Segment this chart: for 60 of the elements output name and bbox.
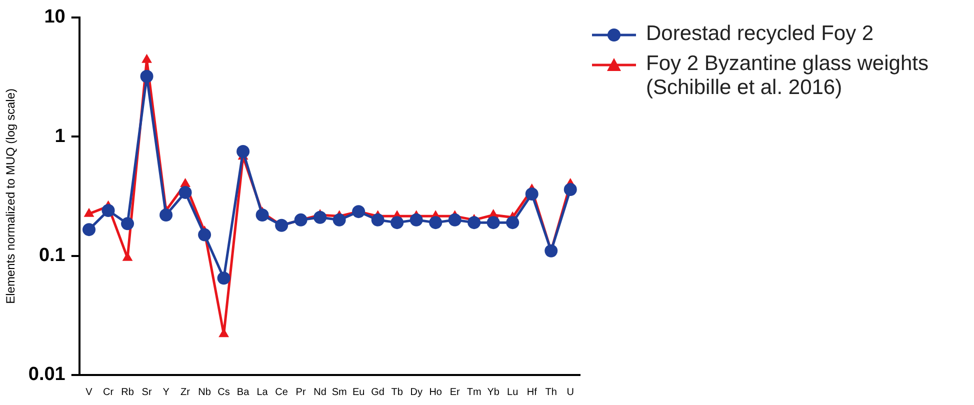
x-tick-label: Eu bbox=[352, 386, 365, 398]
x-tick-label: Nb bbox=[198, 386, 212, 398]
point bbox=[390, 216, 404, 230]
point bbox=[486, 216, 500, 230]
x-tick-label: Gd bbox=[371, 386, 384, 398]
y-tick-label: 0.1 bbox=[38, 245, 66, 266]
point bbox=[332, 213, 346, 226]
point bbox=[525, 187, 538, 200]
point bbox=[275, 218, 288, 232]
legend-label: Dorestad recycled Foy 2 bbox=[646, 22, 874, 46]
x-tick-label: Nd bbox=[314, 386, 326, 398]
point bbox=[352, 205, 366, 218]
x-tick-label: Pr bbox=[296, 386, 306, 398]
legend-label: Foy 2 Byzantine glass weights (Schibille et al. 2016) bbox=[646, 52, 930, 100]
point bbox=[160, 208, 173, 222]
x-tick-label: V bbox=[86, 386, 93, 398]
x-tick-label: Ce bbox=[275, 386, 288, 398]
point bbox=[448, 213, 462, 226]
x-tick-label: Dy bbox=[410, 386, 422, 398]
x-tick-label: Lu bbox=[507, 386, 518, 398]
point bbox=[294, 213, 308, 226]
y-tick-label: 0.01 bbox=[28, 364, 66, 386]
point bbox=[140, 70, 154, 83]
point bbox=[236, 144, 250, 158]
x-tick-label: Cs bbox=[218, 386, 230, 398]
point bbox=[468, 216, 481, 230]
point bbox=[102, 204, 115, 217]
y-axis-title: Elements normalized to MUQ (log scale) bbox=[4, 88, 18, 304]
y-tick-label: 1 bbox=[54, 126, 66, 147]
x-tick-label: Cr bbox=[102, 386, 114, 398]
x-tick-label: Th bbox=[545, 386, 557, 398]
point bbox=[410, 213, 423, 226]
point bbox=[178, 186, 192, 199]
x-tick-label: Zr bbox=[180, 386, 191, 398]
point bbox=[256, 208, 269, 222]
x-tick-label: Er bbox=[450, 386, 461, 398]
x-tick-label: Sm bbox=[332, 386, 347, 398]
x-tick-label: Y bbox=[162, 386, 170, 398]
x-tick-label: U bbox=[566, 386, 574, 398]
point bbox=[314, 210, 327, 224]
point bbox=[564, 182, 577, 196]
x-tick-label: La bbox=[256, 386, 268, 398]
x-tick-label: Sr bbox=[142, 386, 152, 398]
x-tick-label: Tm bbox=[466, 386, 482, 398]
x-tick-label: Rb bbox=[121, 386, 134, 398]
x-tick-label: Hf bbox=[526, 386, 538, 398]
point bbox=[506, 216, 520, 230]
x-tick-label: Tb bbox=[391, 386, 404, 398]
point bbox=[217, 272, 230, 285]
point bbox=[429, 216, 442, 230]
x-tick-label: Ho bbox=[429, 386, 442, 398]
point bbox=[121, 217, 134, 230]
y-tick-label: 10 bbox=[44, 6, 66, 28]
x-tick-label: Yb bbox=[487, 386, 500, 398]
x-tick-label: Ba bbox=[236, 386, 250, 398]
point bbox=[82, 223, 96, 236]
point bbox=[84, 208, 94, 217]
point bbox=[371, 213, 384, 226]
point bbox=[544, 244, 558, 258]
point bbox=[142, 54, 152, 63]
